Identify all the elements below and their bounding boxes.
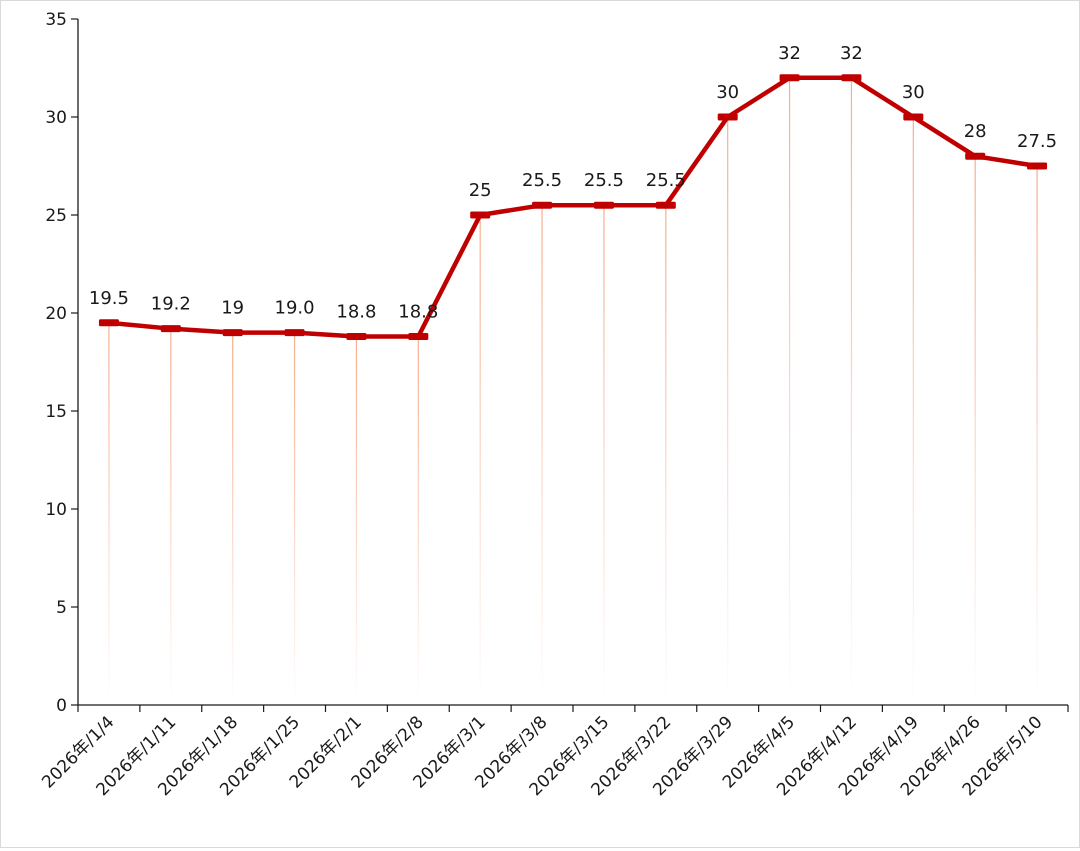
y-tick-label: 35 [45,10,67,30]
drop-line [603,205,605,705]
x-axis: 2026年/1/42026年/1/112026年/1/182026年/1/252… [38,704,1069,800]
data-label: 25 [469,180,492,201]
data-point-marker [160,325,181,333]
drop-line [541,205,543,705]
data-label: 19.5 [89,288,129,309]
y-tick-label: 5 [56,598,67,618]
drop-line [1036,166,1038,705]
data-point-marker [717,113,738,121]
drop-line [479,215,481,705]
data-label: 28 [964,121,987,142]
data-label: 19.2 [151,294,191,315]
data-point-marker [903,113,924,121]
data-label: 25.5 [646,170,686,191]
y-tick-label: 0 [56,696,67,716]
drop-line [355,336,358,705]
data-labels: 19.5 19.2 19 19.0 18.8 18.8 25 25.5 25.5 25.5 30 32… [89,43,1057,323]
data-label: 18.8 [398,302,438,323]
data-point-marker [532,201,553,209]
y-tick-label: 25 [45,206,67,226]
data-label: 19 [221,298,244,319]
drop-lines [108,77,1038,706]
data-label: 30 [716,82,739,103]
data-point-marker [1027,162,1048,170]
drop-line [974,156,976,705]
drop-line [417,336,419,705]
data-label: 32 [778,43,801,64]
drop-line [232,332,234,705]
data-point-marker [779,74,800,82]
data-label: 25.5 [584,170,624,191]
data-label: 32 [840,43,863,64]
y-axis: 0 5 10 15 20 25 30 35 [45,10,79,716]
drop-line [912,117,914,705]
data-point-marker [408,333,429,341]
drop-line [665,205,667,705]
drop-line [170,328,172,705]
data-point-marker [346,333,367,341]
data-label: 25.5 [522,170,562,191]
y-tick-label: 30 [45,108,67,128]
drop-line [850,77,853,706]
y-tick-label: 15 [45,402,67,422]
y-tick-label: 10 [45,500,67,520]
drop-line [293,332,296,705]
data-point-marker [593,201,614,209]
drop-line [788,77,791,706]
data-label: 27.5 [1017,131,1057,152]
data-point-marker [284,329,305,337]
data-point-marker [98,319,119,327]
series-line [106,75,1040,339]
data-label: 30 [902,82,925,103]
drop-line [727,117,729,705]
data-point-marker [655,201,676,209]
series [98,74,1048,341]
data-point-marker [470,211,491,219]
data-label: 19.0 [275,298,315,319]
data-label: 18.8 [336,302,376,323]
data-point-marker [841,74,862,82]
data-point-marker [222,329,243,337]
y-tick-label: 20 [45,304,67,324]
drop-line [108,322,110,705]
data-point-marker [965,152,986,160]
